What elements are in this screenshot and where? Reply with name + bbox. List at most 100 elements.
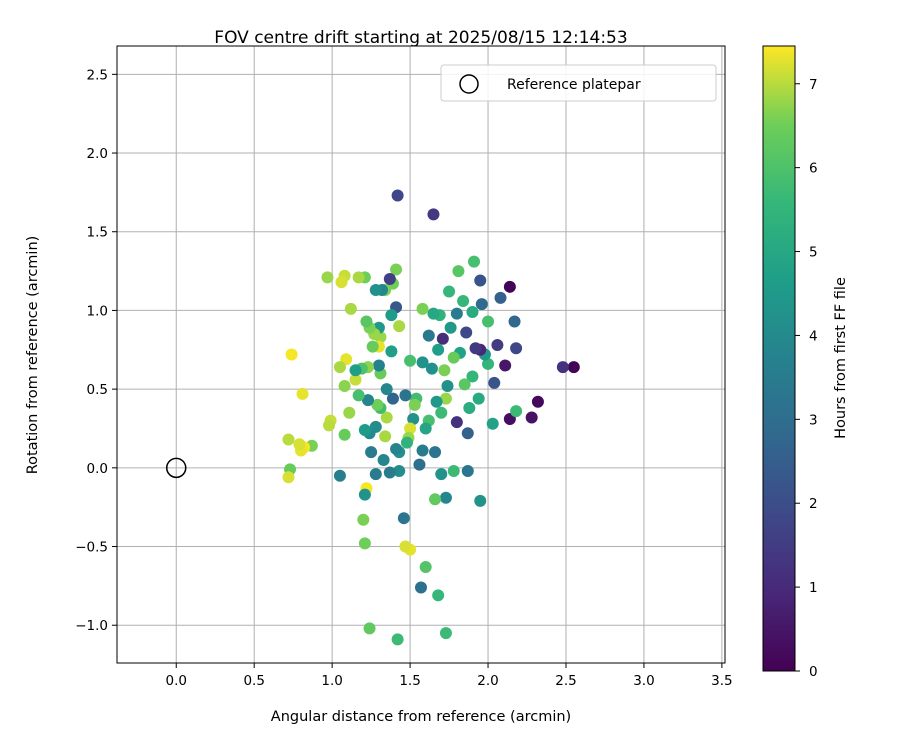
data-point — [436, 332, 449, 345]
data-point — [429, 446, 442, 459]
data-point — [472, 392, 485, 405]
data-point — [282, 433, 295, 446]
data-point — [333, 361, 346, 374]
data-point — [425, 362, 438, 375]
data-point — [390, 442, 403, 455]
data-point — [323, 419, 336, 432]
data-point — [432, 589, 445, 602]
y-tick-label: 2.0 — [87, 146, 108, 162]
reference-platepar-marker — [165, 457, 187, 479]
data-point — [343, 406, 356, 419]
colorbar-tick-label: 3 — [809, 412, 818, 428]
data-point — [383, 466, 396, 479]
data-point — [432, 343, 445, 356]
data-point — [525, 411, 538, 424]
y-tick-label: 1.5 — [87, 225, 108, 241]
data-point — [349, 364, 362, 377]
data-point — [358, 537, 371, 550]
x-tick-label: 1.5 — [399, 673, 420, 689]
data-point — [461, 427, 474, 440]
data-point — [383, 272, 396, 285]
data-point — [407, 413, 420, 426]
data-point — [474, 274, 487, 287]
data-point — [427, 208, 440, 221]
data-point — [282, 471, 295, 484]
data-point — [349, 373, 362, 386]
data-point — [358, 488, 371, 501]
data-point — [458, 378, 471, 391]
data-point — [413, 458, 426, 471]
data-point — [416, 444, 429, 457]
colorbar-label: Hours from first FF file — [833, 277, 849, 439]
data-point — [379, 430, 392, 443]
y-tick-label: 0.5 — [87, 382, 108, 398]
data-point — [499, 359, 512, 372]
x-tick-label: 2.5 — [555, 673, 576, 689]
data-point — [352, 389, 365, 402]
colorbar-tick-label: 5 — [809, 245, 818, 261]
data-point — [531, 395, 544, 408]
data-point — [385, 309, 398, 322]
colorbar-ticks: 0 1 2 3 4 5 6 7 — [795, 77, 818, 680]
chart-title: FOV centre drift starting at 2025/08/15 … — [214, 28, 627, 48]
data-point — [510, 342, 523, 355]
data-point — [357, 513, 370, 526]
colorbar-gradient — [763, 46, 795, 671]
data-point — [366, 340, 379, 353]
data-point — [508, 315, 521, 328]
data-point — [404, 422, 417, 435]
data-point — [372, 359, 385, 372]
data-point — [360, 315, 373, 328]
legend-label: Reference platepar — [507, 77, 641, 93]
data-point — [333, 469, 346, 482]
data-point — [463, 402, 476, 415]
data-point — [397, 512, 410, 525]
data-point — [371, 398, 384, 411]
data-point — [468, 255, 481, 268]
data-point — [439, 627, 452, 640]
x-axis-label: Angular distance from reference (arcmin) — [271, 709, 571, 725]
data-point — [380, 411, 393, 424]
data-point — [386, 392, 399, 405]
reference-marker — [165, 457, 187, 479]
data-point — [461, 464, 474, 477]
data-point — [321, 271, 334, 284]
x-tick-label: 1.0 — [321, 673, 342, 689]
data-point — [380, 383, 393, 396]
colorbar-tick-label: 1 — [809, 580, 818, 596]
colorbar-tick-label: 0 — [809, 664, 818, 680]
x-tick-label: 3.5 — [711, 673, 732, 689]
data-point — [482, 315, 495, 328]
data-point — [447, 464, 460, 477]
legend-reference-marker — [459, 74, 479, 94]
data-point — [422, 329, 435, 342]
y-tick-label: 0.0 — [87, 461, 108, 477]
data-point — [285, 348, 298, 361]
x-tick-label: 3.0 — [633, 673, 654, 689]
data-point — [390, 263, 403, 276]
x-tick-label: 2.0 — [477, 673, 498, 689]
data-point — [488, 376, 501, 389]
colorbar-tick-label: 4 — [809, 328, 818, 344]
data-point — [486, 417, 499, 430]
data-point — [369, 468, 382, 481]
data-point — [293, 438, 306, 451]
plot-frame — [116, 45, 726, 664]
data-point — [444, 321, 457, 334]
data-point — [439, 392, 452, 405]
data-point — [404, 354, 417, 367]
data-point — [435, 468, 448, 481]
data-point — [391, 633, 404, 646]
data-point — [450, 416, 463, 429]
data-point — [352, 271, 365, 284]
legend: Reference platepar — [440, 64, 717, 102]
data-point — [450, 307, 463, 320]
colorbar-tick-label: 6 — [809, 161, 818, 177]
data-point — [415, 581, 427, 594]
colorbar: 0 1 2 3 4 5 6 7 Hours from first FF file — [762, 45, 849, 680]
data-point — [441, 379, 454, 392]
data-point — [365, 446, 378, 459]
data-point — [447, 351, 460, 364]
data-point — [416, 302, 429, 315]
data-point — [296, 387, 309, 400]
